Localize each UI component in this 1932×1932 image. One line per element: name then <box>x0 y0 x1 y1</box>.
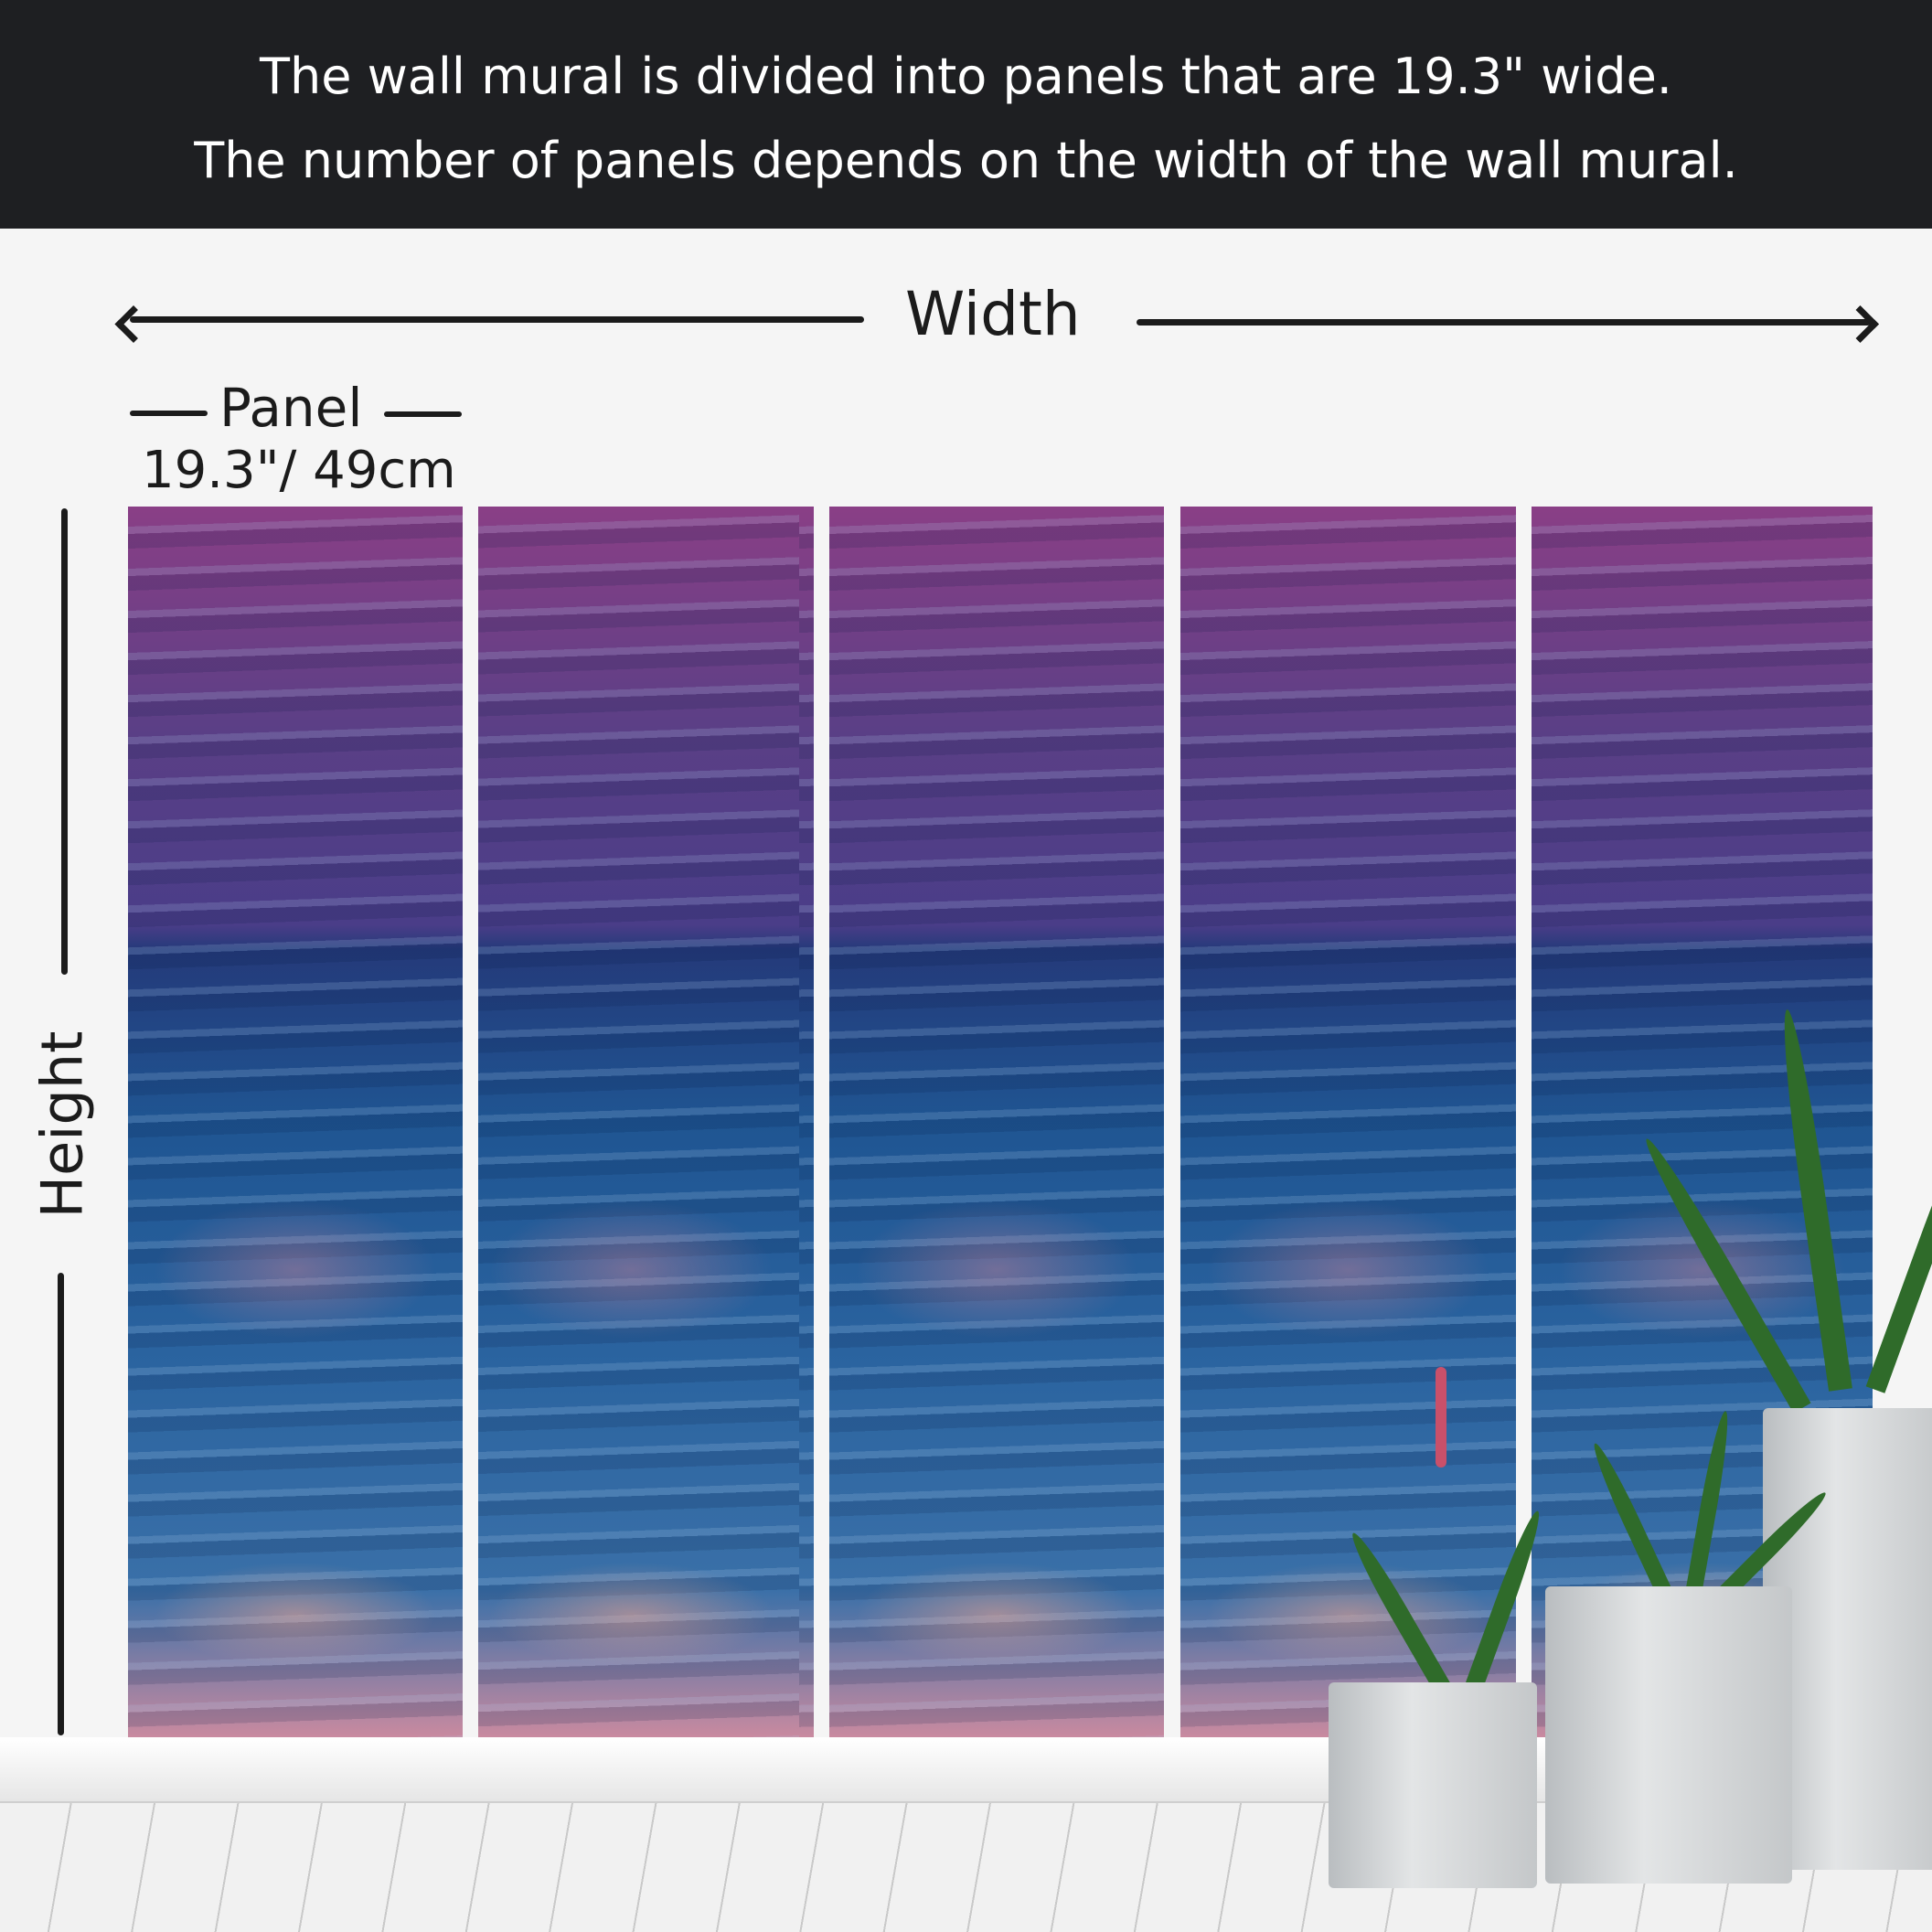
width-label: Width <box>905 279 1081 349</box>
red-flower-spike <box>1436 1367 1446 1468</box>
panel-size: 19.3"/ 49cm <box>142 441 456 500</box>
mural-panel-3 <box>829 507 1164 1737</box>
banner-line-2: The number of panels depends on the widt… <box>194 132 1738 189</box>
height-label: Height <box>28 1030 96 1219</box>
mural-panel-2 <box>478 507 814 1737</box>
mural-panel-4 <box>1180 507 1516 1737</box>
mural-panel-1 <box>128 507 463 1737</box>
panel-label: Panel <box>219 377 363 439</box>
banner-line-1: The wall mural is divided into panels th… <box>260 48 1672 105</box>
info-banner: The wall mural is divided into panels th… <box>0 0 1932 229</box>
